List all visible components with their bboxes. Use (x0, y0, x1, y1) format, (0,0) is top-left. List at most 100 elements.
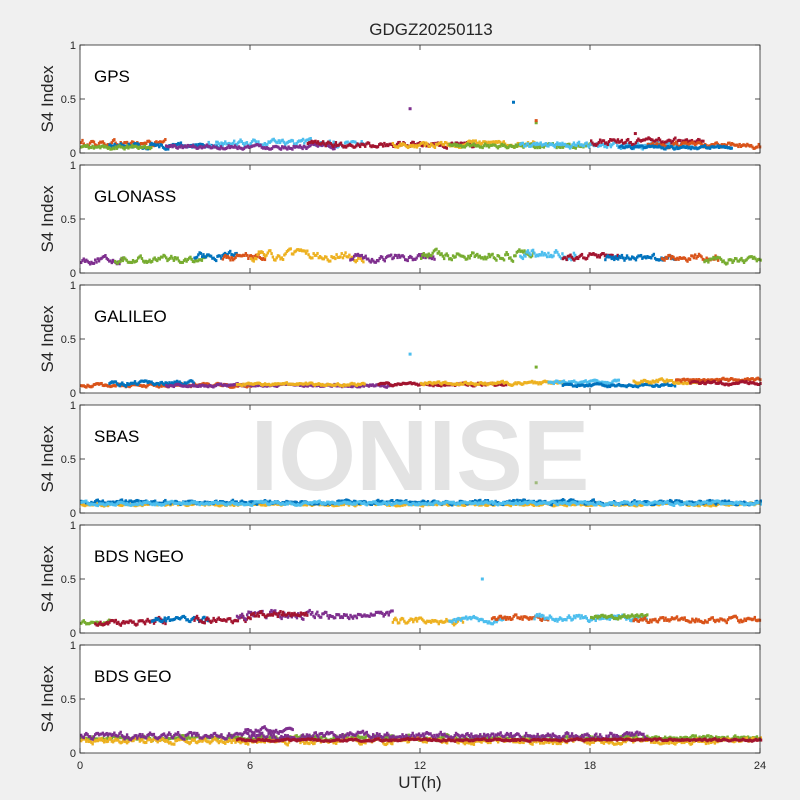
data-point (210, 502, 213, 506)
data-point (334, 383, 337, 387)
data-point (388, 142, 391, 146)
data-point (325, 141, 329, 145)
data-point (262, 501, 265, 505)
data-point (189, 499, 193, 503)
data-point (187, 384, 191, 388)
data-point (94, 622, 97, 626)
data-point (220, 141, 223, 145)
data-point (96, 382, 99, 386)
data-point (133, 260, 136, 264)
data-point (208, 383, 211, 387)
data-point (166, 147, 170, 151)
data-point (456, 383, 460, 387)
data-point (445, 617, 448, 621)
data-point (570, 255, 573, 259)
data-point (596, 255, 599, 259)
data-point (264, 615, 267, 619)
data-point (272, 611, 276, 615)
data-point (312, 252, 315, 256)
data-point (651, 254, 654, 258)
data-point (739, 501, 742, 505)
data-point (492, 140, 495, 144)
data-point (577, 502, 580, 506)
data-point (417, 383, 420, 387)
data-point (115, 621, 119, 625)
data-point (97, 502, 101, 506)
data-point (290, 502, 293, 506)
data-point (493, 383, 496, 387)
data-point (213, 145, 216, 149)
data-point (259, 143, 262, 147)
data-point (537, 254, 540, 258)
data-point (713, 500, 717, 504)
data-point (424, 141, 428, 145)
data-point (132, 140, 135, 144)
data-point (250, 613, 253, 617)
data-point (359, 613, 362, 617)
data-point (428, 253, 432, 257)
data-point (112, 619, 115, 623)
data-point (709, 378, 712, 382)
data-point (230, 142, 233, 146)
data-point (581, 144, 585, 148)
data-point (157, 140, 161, 144)
data-point (124, 620, 128, 624)
data-point (180, 261, 183, 265)
data-point (577, 143, 580, 147)
data-point (286, 500, 289, 504)
data-point (404, 382, 407, 386)
data-point (639, 503, 643, 507)
data-point (616, 138, 620, 142)
data-point (700, 139, 704, 143)
data-point (280, 617, 283, 621)
data-point (667, 500, 671, 504)
data-point (235, 502, 238, 506)
data-point (610, 253, 613, 257)
data-point (584, 257, 588, 261)
data-point (676, 147, 680, 151)
data-point (127, 500, 130, 504)
data-point (353, 382, 356, 386)
data-point (725, 262, 728, 266)
data-point (241, 502, 245, 506)
data-point (158, 619, 161, 623)
data-point (286, 382, 290, 386)
data-point (708, 498, 711, 502)
data-point (198, 142, 202, 146)
data-point (644, 137, 648, 141)
data-point (109, 502, 112, 506)
data-point (251, 382, 254, 386)
data-point (585, 141, 588, 145)
data-point (290, 612, 294, 616)
data-point (308, 608, 311, 612)
data-point (318, 499, 321, 503)
data-point (658, 378, 661, 382)
data-point (340, 615, 343, 619)
data-point (106, 258, 110, 262)
data-point (336, 499, 339, 503)
data-point (692, 141, 695, 145)
data-point (355, 253, 358, 257)
data-point (672, 501, 676, 505)
data-point (187, 499, 190, 503)
data-point (336, 255, 340, 259)
data-point (419, 141, 423, 145)
data-point (366, 501, 370, 505)
data-point (134, 504, 138, 508)
data-point (152, 502, 156, 506)
data-point (574, 501, 578, 505)
data-point (378, 257, 381, 260)
data-point (501, 144, 505, 148)
data-point (428, 501, 431, 505)
data-point (400, 382, 403, 386)
data-point (319, 501, 323, 505)
data-point (558, 381, 562, 385)
data-point (405, 500, 408, 504)
data-point (451, 382, 455, 386)
data-point (619, 144, 623, 148)
data-point (282, 502, 286, 506)
data-point (176, 146, 179, 150)
data-point (590, 502, 593, 506)
data-point (550, 503, 553, 507)
y-tick-label: 1 (70, 40, 76, 52)
